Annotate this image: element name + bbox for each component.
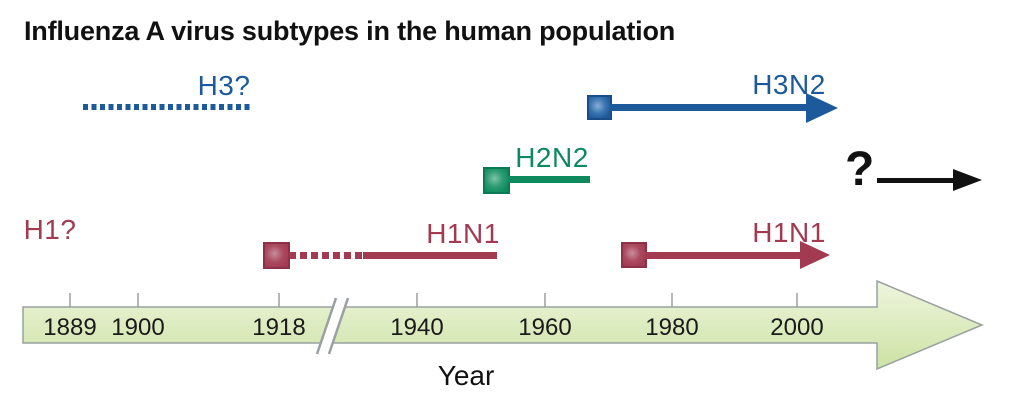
- h3-question-label: H3?: [197, 70, 251, 101]
- h3-question-dotted-line: [83, 104, 250, 110]
- h3n2-arrowhead-icon: [806, 93, 838, 123]
- h1n1-reemerged-line: [645, 252, 801, 259]
- h2n2-start-marker: [483, 167, 510, 194]
- future-subtype-question-label: ?: [845, 143, 875, 196]
- year-label-1918: 1918: [252, 314, 306, 341]
- year-label-1889: 1889: [43, 314, 97, 341]
- timeline-break-slash-1-icon: [315, 297, 338, 355]
- timeline-break-gap: [316, 295, 348, 357]
- year-label-1960: 1960: [518, 314, 572, 341]
- future-subtype-line: [877, 178, 954, 183]
- year-label-2000: 2000: [770, 314, 824, 341]
- h3n2-line: [610, 104, 807, 111]
- h1n1-reemerged-start-marker: [621, 242, 647, 268]
- year-label-1940: 1940: [390, 314, 444, 341]
- year-label-1980: 1980: [645, 314, 699, 341]
- timeline-bar: [22, 279, 984, 371]
- timeline-axis-arrow: [22, 279, 984, 371]
- timeline-break-slash-2-icon: [327, 297, 350, 355]
- year-label-1900: 1900: [111, 314, 165, 341]
- h1n1-reemerged-arrowhead-icon: [800, 241, 830, 269]
- h1n1-early-label: H1N1: [426, 218, 500, 249]
- h1n1-early-line: [363, 252, 497, 259]
- h1n1-early-dotted-line: [289, 252, 363, 259]
- future-subtype-arrowhead-icon: [953, 169, 982, 191]
- h3n2-start-marker: [587, 95, 612, 120]
- h1-question-label: H1?: [23, 214, 77, 245]
- h2n2-line: [508, 176, 590, 183]
- axis-title-year: Year: [437, 360, 495, 391]
- figure-title: Influenza A virus subtypes in the human …: [24, 16, 676, 46]
- h2n2-label: H2N2: [515, 142, 589, 173]
- h1n1-early-start-marker: [263, 242, 290, 269]
- timeline-ticks: [69, 293, 798, 307]
